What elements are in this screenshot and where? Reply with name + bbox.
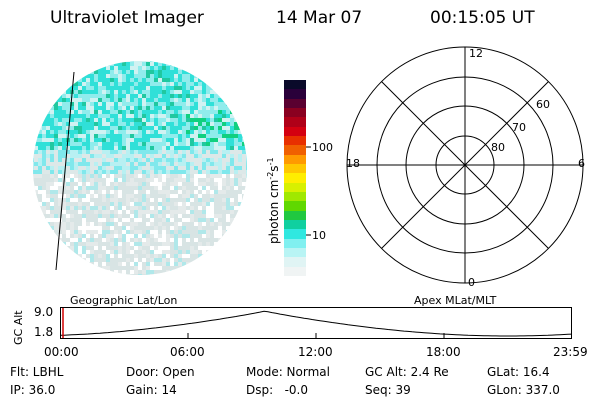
timeline-frame (60, 307, 572, 339)
status-glon: GLon: 337.0 (487, 383, 560, 397)
timeline-y-bottom: 1.8 (34, 325, 54, 339)
mlat-label-70: 70 (512, 121, 526, 134)
status-dsp: Dsp: -0.0 (246, 383, 309, 397)
timeline-tick-0600: 06:00 (170, 345, 205, 359)
instrument-title: Ultraviolet Imager (50, 8, 204, 28)
terminator-line (55, 71, 75, 271)
colorbar-unit-label: photon cm-2s-1 (266, 157, 281, 244)
geographic-auroral-image[interactable] (30, 58, 250, 278)
status-seq: Seq: 39 (365, 383, 411, 397)
status-gc-alt: GC Alt: 2.4 Re (365, 365, 449, 379)
mlt-label-18: 18 (346, 157, 360, 170)
status-glat: GLat: 16.4 (487, 365, 550, 379)
image-time: 00:15:05 UT (430, 8, 535, 28)
unit-exp1: -2 (266, 171, 275, 180)
magnetic-polar-grid[interactable] (340, 45, 600, 285)
mlt-label-6: 6 (578, 157, 585, 170)
mlt-label-0: 0 (468, 276, 475, 289)
timeline-tick-0000: 00:00 (44, 345, 79, 359)
timeline-tick-2359: 23:59 (553, 345, 588, 359)
timeline-y-top: 9.0 (34, 305, 54, 319)
polar-diagonal-2 (381, 81, 549, 249)
colorbar-tick-100: 100 (312, 141, 333, 154)
unit-seconds: s (267, 165, 281, 172)
timeline-tick-1800: 18:00 (426, 345, 461, 359)
mlt-label-12: 12 (469, 47, 483, 60)
timeline-y-axis-label: GC Alt (12, 310, 25, 345)
status-filter: Flt: LBHL (10, 365, 64, 379)
altitude-timeline-plot[interactable] (59, 307, 573, 339)
status-gain: Gain: 14 (126, 383, 177, 397)
timeline-right-title: Apex MLat/MLT (414, 294, 497, 307)
color-scale-bar (284, 80, 306, 276)
colorbar-tick-10: 10 (312, 229, 326, 242)
colorbar-ticks (306, 146, 311, 236)
auroral-emission-pixels (33, 61, 247, 275)
status-mode: Mode: Normal (246, 365, 330, 379)
timeline-tick-1200: 12:00 (298, 345, 333, 359)
unit-photon: photon cm (267, 179, 281, 244)
status-door: Door: Open (126, 365, 195, 379)
status-ip: IP: 36.0 (10, 383, 56, 397)
image-date: 14 Mar 07 (276, 8, 363, 28)
mlat-label-60: 60 (536, 98, 550, 111)
timeline-left-title: Geographic Lat/Lon (70, 294, 178, 307)
altitude-curve (59, 310, 573, 337)
mlat-label-80: 80 (491, 141, 505, 154)
unit-exp2: -1 (266, 157, 275, 166)
